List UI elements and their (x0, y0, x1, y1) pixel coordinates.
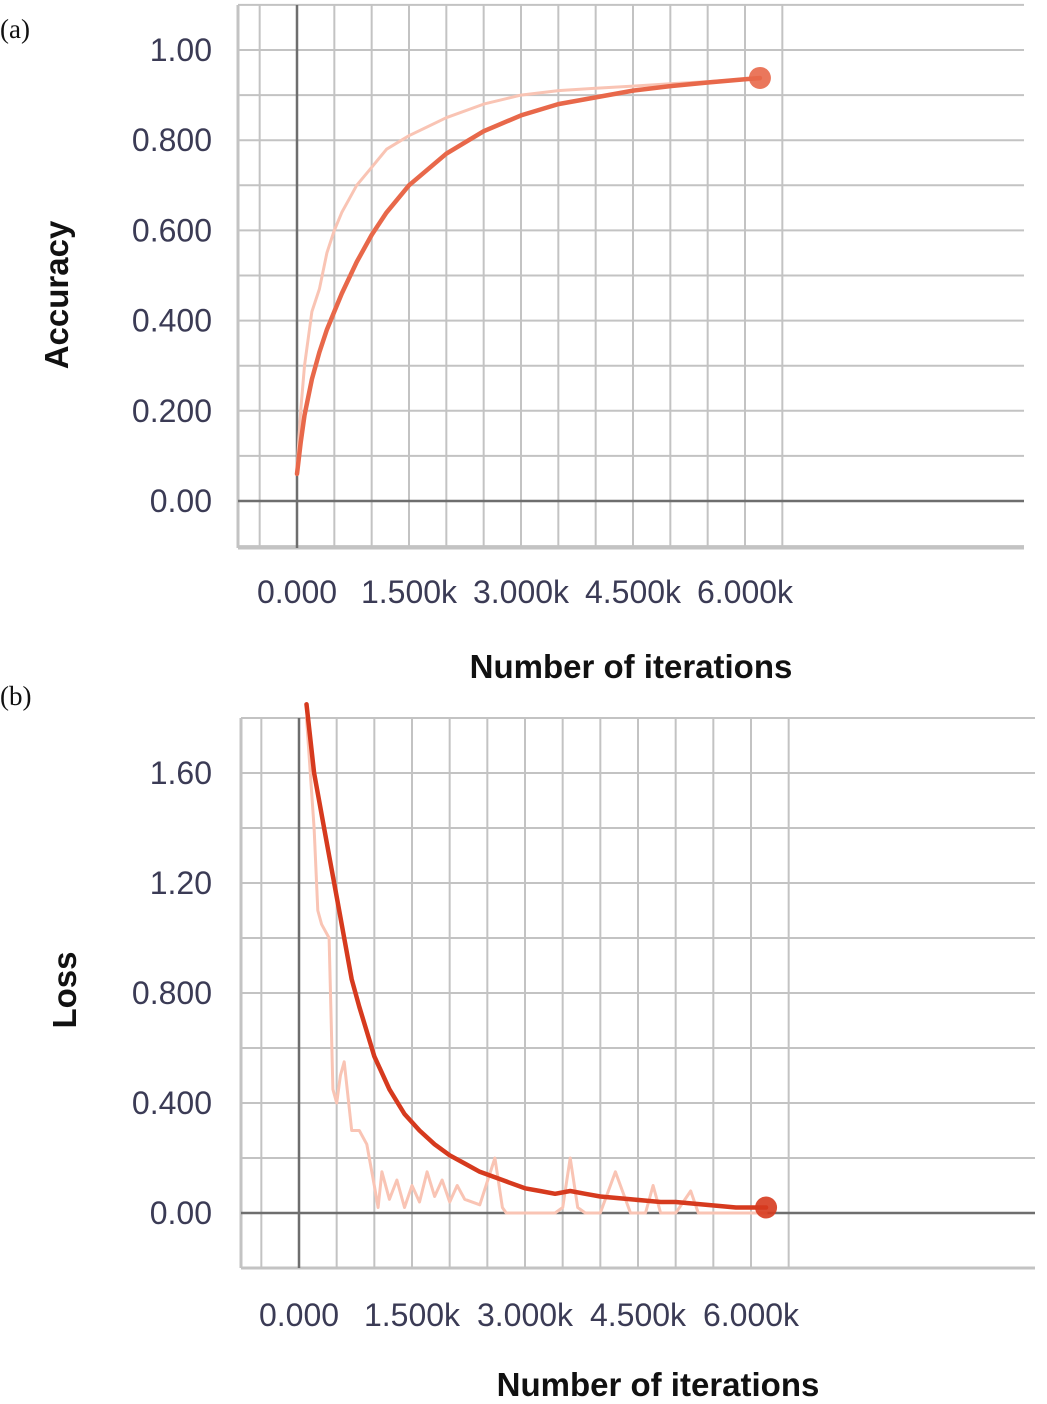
y-tick-label: 1.00 (150, 32, 212, 68)
x-tick-label: 4.500k (585, 574, 682, 610)
y-tick-label: 0.200 (132, 393, 212, 429)
x-tick-label: 0.000 (259, 1297, 339, 1333)
y-tick-label: 0.600 (132, 212, 212, 248)
x-tick-label: 6.000k (697, 574, 794, 610)
x-tick-label: 3.000k (473, 574, 570, 610)
x-axis-title: Number of iterations (497, 1366, 820, 1403)
smoothed-series-line (294, 75, 763, 477)
grid (238, 3, 1024, 548)
x-axis-title: Number of iterations (470, 648, 793, 685)
y-axis-title: Accuracy (38, 220, 75, 369)
y-tick-label: 1.60 (150, 755, 212, 791)
x-tick-label: 1.500k (361, 574, 458, 610)
grid (241, 717, 1035, 1269)
y-tick-label: 0.800 (132, 122, 212, 158)
panel-letter: (a) (0, 14, 30, 44)
y-tick-label: 0.400 (132, 1085, 212, 1121)
x-tick-label: 4.500k (590, 1297, 687, 1333)
y-tick-label: 0.00 (150, 1195, 212, 1231)
end-marker-dot (748, 66, 771, 89)
x-tick-label: 1.500k (364, 1297, 461, 1333)
raw-series-line (295, 77, 762, 471)
x-tick-label: 6.000k (703, 1297, 800, 1333)
chart-panel-accuracy: (a) 0.00 0.200 0.400 0.600 0.800 1.00 0.000 1.50… (0, 3, 1024, 685)
raw-series-line (305, 716, 768, 1215)
panel-letter: (b) (0, 681, 31, 711)
x-tick-label: 3.000k (477, 1297, 574, 1333)
chart-panel-loss: (b) 0.00 0.400 0.800 1.20 1.60 0.000 1.500k 3.00… (0, 681, 1035, 1403)
y-tick-label: 0.00 (150, 483, 212, 519)
y-tick-label: 1.20 (150, 865, 212, 901)
smoothed-series-line (304, 702, 769, 1210)
x-tick-label: 0.000 (257, 574, 337, 610)
y-tick-label: 0.400 (132, 303, 212, 339)
end-marker-dot (755, 1196, 778, 1219)
y-tick-label: 0.800 (132, 975, 212, 1011)
y-axis-title: Loss (46, 951, 83, 1028)
